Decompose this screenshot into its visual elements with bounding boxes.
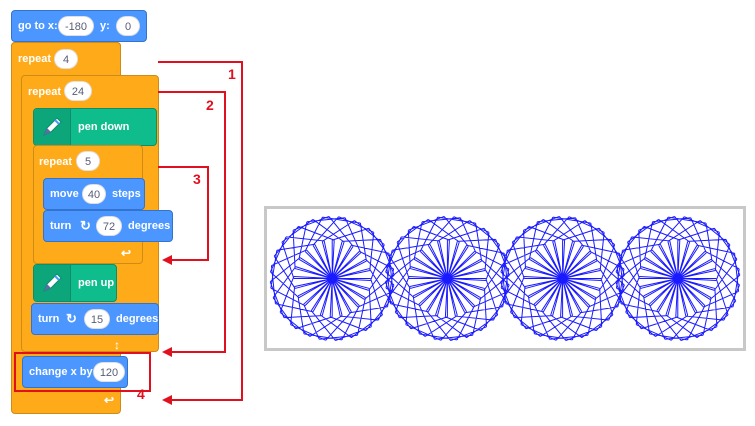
change-x-input[interactable]: 120 [93, 362, 125, 382]
pen-trail [269, 215, 741, 342]
annotation-label-2: 2 [206, 97, 214, 113]
change-x-label: change x by [29, 366, 93, 378]
move-suffix: steps [112, 188, 141, 200]
loop-arrow-icon: ↩ [121, 246, 132, 260]
go-to-xy-block[interactable]: go to x: -180 y: 0 [11, 10, 147, 42]
annotation-label-4: 4 [137, 386, 145, 402]
turn-inner-degrees-input[interactable]: 72 [96, 216, 122, 236]
pen-icon [43, 273, 62, 292]
turn-mid-block[interactable]: turn ↻ 15 degrees [31, 303, 159, 335]
stage-output [264, 206, 746, 351]
turn-mid-label: turn [38, 313, 60, 325]
change-x-block[interactable]: change x by 120 [22, 356, 128, 388]
repeat-outer-label: repeat [18, 53, 52, 65]
turn-inner-suffix: degrees [128, 220, 171, 232]
pen-drawing [269, 215, 741, 342]
go-to-x-input[interactable]: -180 [58, 16, 94, 36]
pen-up-block[interactable]: pen up [33, 264, 117, 302]
repeat-inner-count-input[interactable]: 5 [76, 151, 100, 171]
pen-down-label: pen down [78, 121, 130, 133]
turn-mid-degrees-input[interactable]: 15 [84, 309, 110, 329]
repeat-outer-count-input[interactable]: 4 [54, 49, 78, 69]
go-to-y-label: y: [100, 20, 110, 32]
turn-right-icon: ↻ [66, 311, 77, 326]
move-steps-input[interactable]: 40 [82, 184, 106, 204]
annotation-label-1: 1 [228, 66, 236, 82]
go-to-y-input[interactable]: 0 [116, 16, 140, 36]
repeat-inner-label: repeat [39, 156, 73, 168]
turn-inner-block[interactable]: turn ↻ 72 degrees [43, 210, 173, 242]
repeat-mid-label: repeat [28, 86, 62, 98]
repeat-mid-count-input[interactable]: 24 [64, 81, 92, 101]
turn-right-icon: ↻ [80, 218, 91, 233]
turn-inner-label: turn [50, 220, 72, 232]
pen-up-label: pen up [78, 277, 115, 289]
loop-arrow-icon: ↩ [104, 393, 115, 407]
pen-icon [43, 117, 62, 136]
move-label: move [50, 188, 79, 200]
move-steps-block[interactable]: move 40 steps [43, 178, 145, 210]
turn-mid-suffix: degrees [116, 313, 159, 325]
loop-arrow-icon: ↕ [114, 338, 120, 352]
go-to-x-label: go to x: [18, 20, 58, 32]
annotation-label-3: 3 [193, 171, 201, 187]
pen-down-block[interactable]: pen down [33, 108, 157, 146]
